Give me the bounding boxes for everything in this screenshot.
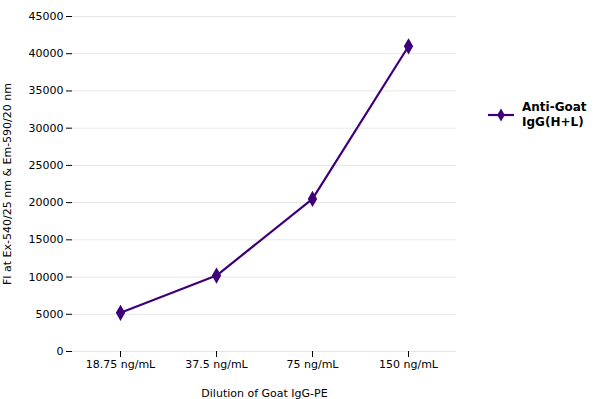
svg-text:0: 0 (57, 345, 64, 358)
svg-text:18.75 ng/mL: 18.75 ng/mL (86, 358, 156, 371)
svg-text:40000: 40000 (29, 47, 64, 60)
svg-text:Dilution of Goat IgG-PE: Dilution of Goat IgG-PE (201, 387, 327, 399)
svg-text:37.5 ng/mL: 37.5 ng/mL (185, 358, 248, 371)
svg-text:150 ng/mL: 150 ng/mL (379, 358, 439, 371)
svg-text:30000: 30000 (29, 122, 64, 135)
html-text:Anti-Goat IgG(H+L): Anti-Goat IgG(H+L) (522, 100, 587, 129)
svg-text:15000: 15000 (29, 233, 64, 246)
svg-text:75 ng/mL: 75 ng/mL (287, 358, 340, 371)
svg-text:5000: 5000 (36, 308, 64, 321)
svg-text:25000: 25000 (29, 159, 64, 172)
svg-text:20000: 20000 (29, 196, 64, 209)
svg-text:35000: 35000 (29, 84, 64, 97)
svg-text:45000: 45000 (29, 10, 64, 23)
svg-text:10000: 10000 (29, 271, 64, 284)
svg-text:FI at Ex-540/25 nm & Em-590/20: FI at Ex-540/25 nm & Em-590/20 nm (1, 83, 14, 285)
